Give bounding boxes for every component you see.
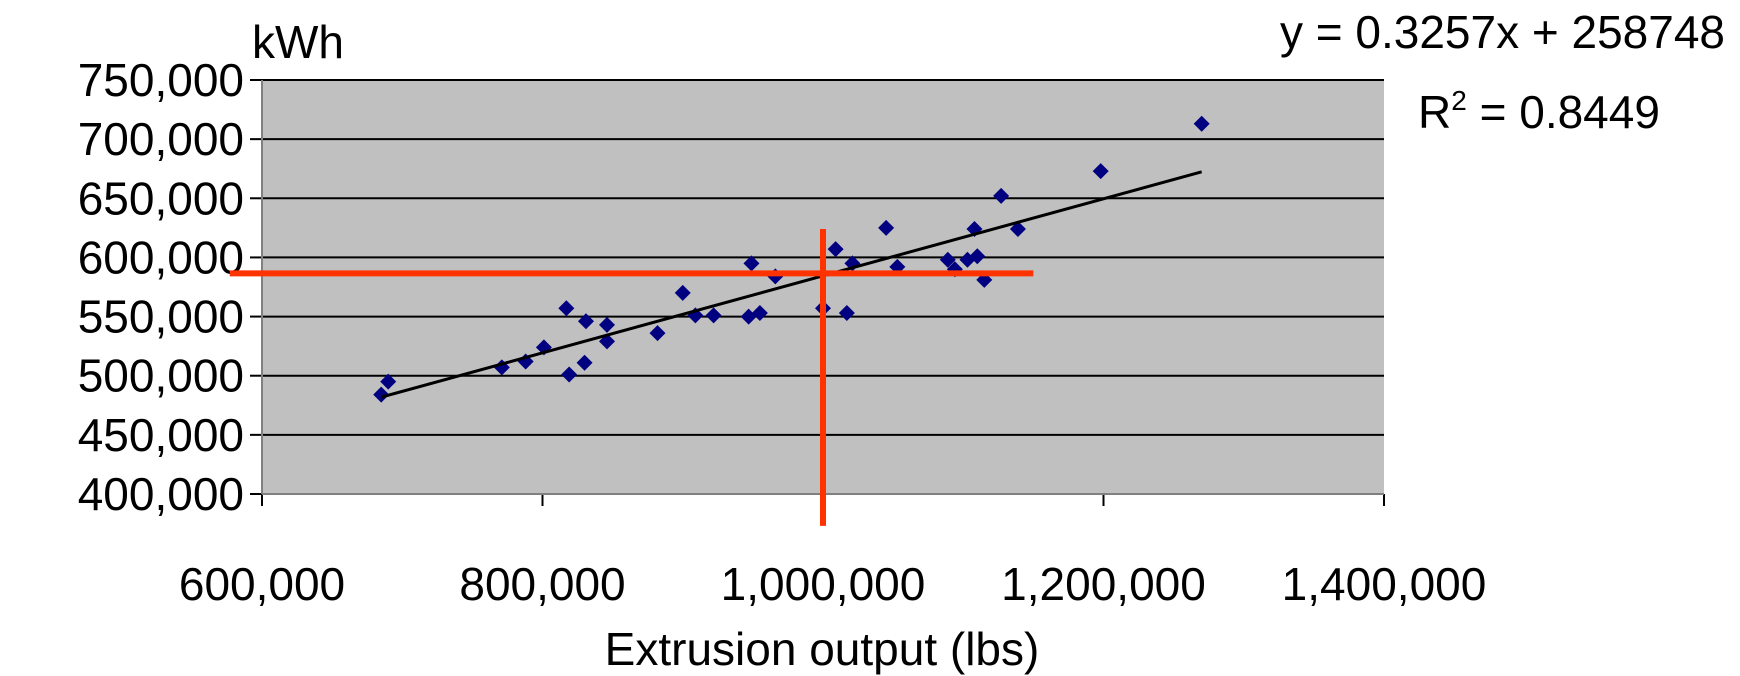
y-tick-label: 600,000: [78, 231, 244, 283]
data-point: [558, 300, 575, 317]
data-point: [838, 305, 855, 322]
data-point: [373, 386, 390, 403]
trendline: [380, 170, 1203, 399]
trendline-equation: y = 0.3257x + 258748: [1280, 6, 1725, 58]
data-point: [743, 255, 760, 272]
x-tick-label: 1,000,000: [721, 558, 926, 610]
data-point: [993, 187, 1010, 204]
data-point: [649, 325, 666, 342]
data-point: [674, 284, 691, 301]
x-tick-label: 600,000: [179, 558, 345, 610]
r-squared-label: R2 = 0.8449: [1418, 85, 1660, 138]
y-axis-title: kWh: [252, 16, 344, 68]
data-point: [827, 241, 844, 258]
data-point: [1009, 221, 1026, 238]
x-axis-ticks: 600,000 800,000 1,000,000 1,200,000 1,400,00…: [179, 494, 1486, 610]
data-point: [878, 219, 895, 236]
r-squared-superscript: 2: [1451, 85, 1467, 116]
r-squared-value: = 0.8449: [1467, 86, 1660, 138]
x-tick-label: 1,400,000: [1282, 558, 1487, 610]
data-point: [705, 307, 722, 324]
x-axis-title: Extrusion output (lbs): [605, 623, 1040, 675]
data-point: [599, 316, 616, 333]
y-tick-label: 500,000: [78, 350, 244, 402]
y-tick-label: 700,000: [78, 113, 244, 165]
data-point: [561, 366, 578, 383]
data-point: [577, 313, 594, 330]
y-axis-ticks: 400,000 450,000 500,000 550,000 600,000 650,0…: [78, 54, 262, 520]
x-tick-label: 1,200,000: [1001, 558, 1206, 610]
y-tick-label: 450,000: [78, 409, 244, 461]
data-points: [373, 115, 1210, 403]
data-point: [939, 251, 956, 268]
y-tick-label: 750,000: [78, 54, 244, 106]
data-point: [380, 373, 397, 390]
data-point: [1193, 115, 1210, 132]
y-tick-label: 550,000: [78, 291, 244, 343]
data-point: [576, 354, 593, 371]
data-point: [751, 305, 768, 322]
data-point: [1092, 163, 1109, 180]
x-tick-label: 800,000: [459, 558, 625, 610]
y-tick-label: 400,000: [78, 468, 244, 520]
r-squared-r: R: [1418, 86, 1451, 138]
data-point: [969, 248, 986, 265]
y-tick-label: 650,000: [78, 172, 244, 224]
